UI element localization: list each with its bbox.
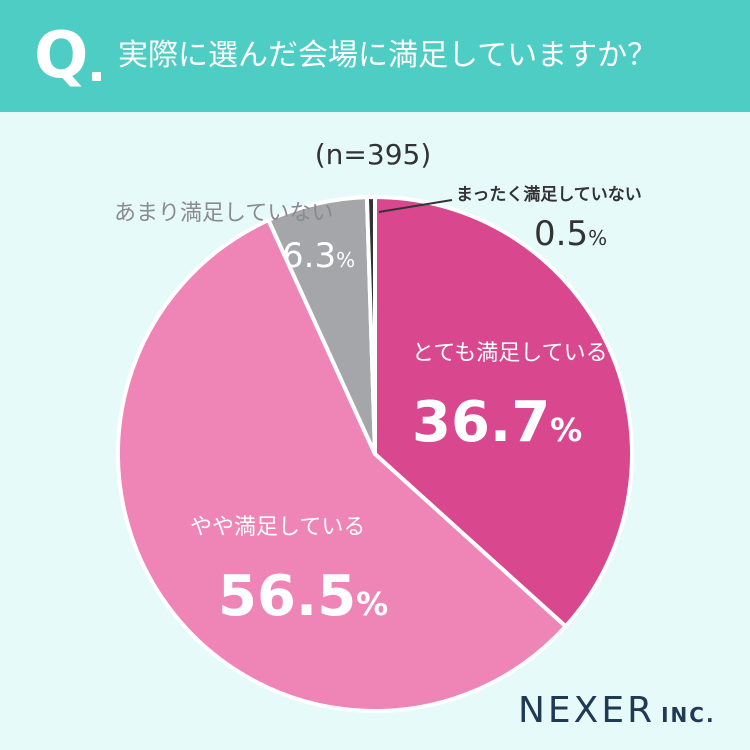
company-logo: NEXER INC. xyxy=(518,690,716,731)
slice-somewhat-satisfied xyxy=(116,218,568,713)
slice-label-somewhat-satisfied: やや満足している xyxy=(190,515,366,540)
slice-value-not-at-all-satisfied: 0.5% xyxy=(534,214,608,254)
slice-value-somewhat-satisfied: 56.5% xyxy=(218,564,389,629)
slice-label-not-at-all-satisfied: まったく満足していない xyxy=(456,185,642,205)
slice-value-not-very-satisfied: 6.3% xyxy=(282,236,356,276)
leader-line xyxy=(378,199,453,213)
header-banner: Q 実際に選んだ会場に満足していますか？ xyxy=(0,0,750,112)
slice-label-very-satisfied: とても満足している xyxy=(412,341,608,366)
slice-label-not-very-satisfied: あまり満足していない xyxy=(114,201,334,226)
question-text: 実際に選んだ会場に満足していますか？ xyxy=(118,38,658,73)
slice-value-very-satisfied: 36.7% xyxy=(412,390,583,455)
question-marker: Q xyxy=(34,19,89,93)
logo-suffix: INC. xyxy=(661,703,716,727)
slice-not-at-all-satisfied xyxy=(364,195,377,456)
sample-size: (n=395) xyxy=(314,138,432,171)
question-marker-dot xyxy=(92,72,101,81)
slice-very-satisfied xyxy=(373,195,634,629)
logo-name: NEXER xyxy=(518,690,656,731)
